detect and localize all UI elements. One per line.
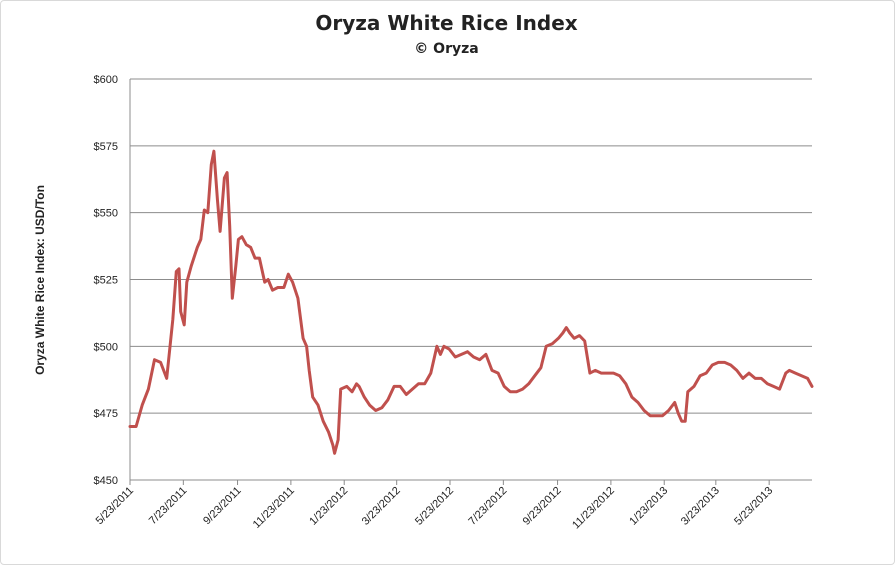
y-tick-label: $500 bbox=[94, 341, 118, 353]
x-tick-label: 3/23/2012 bbox=[360, 485, 403, 528]
chart-subtitle: © Oryza bbox=[414, 41, 479, 57]
x-tick-label: 7/23/2012 bbox=[466, 485, 509, 528]
x-tick-label: 7/23/2011 bbox=[147, 485, 190, 528]
y-tick-label: $475 bbox=[94, 408, 118, 420]
x-tick-label: 11/23/2012 bbox=[570, 485, 617, 532]
y-tick-label: $575 bbox=[94, 141, 118, 153]
x-tick-label: 9/23/2011 bbox=[201, 485, 244, 528]
x-tick-label: 9/23/2012 bbox=[521, 485, 564, 528]
y-tick-label: $525 bbox=[94, 275, 118, 287]
chart-title: Oryza White Rice Index bbox=[315, 11, 578, 35]
x-tick-label: 5/23/2011 bbox=[94, 485, 137, 528]
y-tick-label: $450 bbox=[94, 475, 118, 487]
x-tick-label: 1/23/2012 bbox=[307, 485, 350, 528]
y-axis-label: Oryza White Rice Index: USD/Ton bbox=[33, 185, 47, 375]
chart-frame bbox=[0, 0, 895, 565]
x-tick-label: 3/23/2013 bbox=[679, 485, 722, 528]
series-line bbox=[128, 149, 814, 455]
y-tick-label: $550 bbox=[94, 208, 118, 220]
x-tick-label: 1/23/2013 bbox=[627, 485, 670, 528]
y-tick-label: $600 bbox=[94, 74, 118, 86]
x-tick-label: 11/23/2011 bbox=[251, 485, 297, 531]
x-tick-label: 5/23/2012 bbox=[413, 485, 456, 528]
x-tick-label: 5/23/2013 bbox=[732, 485, 775, 528]
